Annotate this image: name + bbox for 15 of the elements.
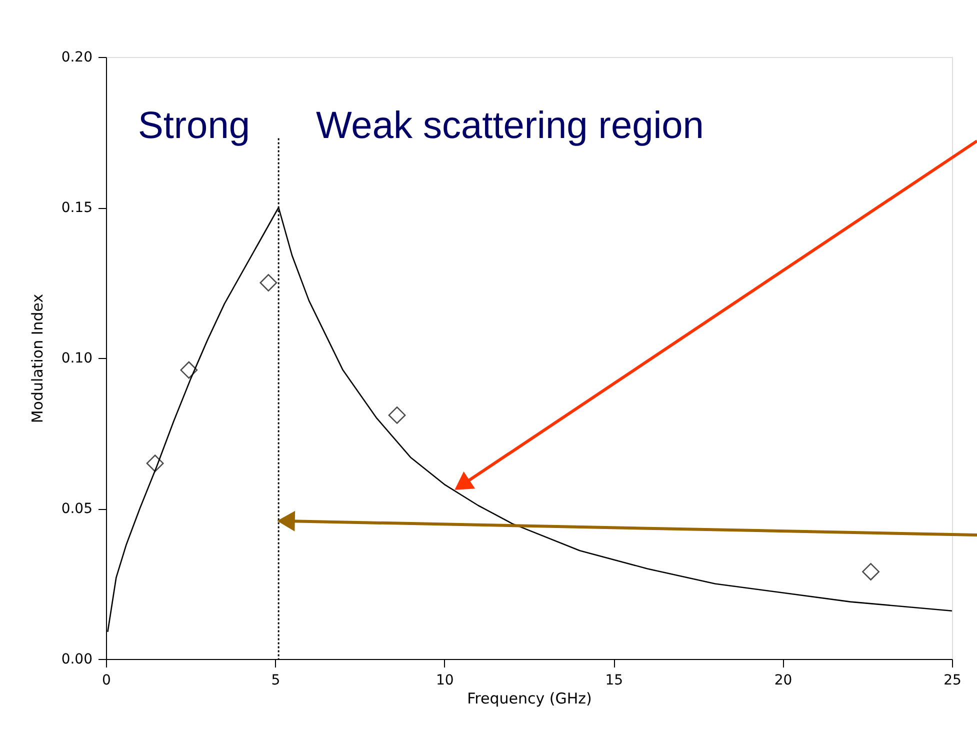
x-tick-label: 5 <box>271 672 280 688</box>
x-tick-label: 20 <box>774 672 792 688</box>
x-tick-label: 25 <box>944 672 962 688</box>
y-tick-label: 0.05 <box>61 501 92 517</box>
y-axis-title: Modulation Index <box>28 294 46 424</box>
x-axis-title: Frequency (GHz) <box>467 690 592 708</box>
x-tick-label: 0 <box>102 672 111 688</box>
annotation: Weak scattering region <box>316 105 704 147</box>
y-tick-label: 0.20 <box>61 50 92 66</box>
x-tick-label: 10 <box>436 672 454 688</box>
y-tick-label: 0.15 <box>61 200 92 216</box>
y-tick-label: 0.10 <box>61 350 92 366</box>
y-tick-label: 0.00 <box>61 652 92 668</box>
x-tick-label: 15 <box>605 672 624 688</box>
annotation: Strong <box>138 105 250 147</box>
